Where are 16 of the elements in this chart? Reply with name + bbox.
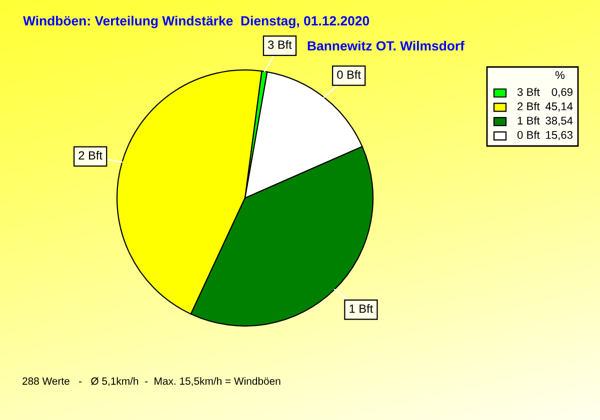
data-label: 15,63 [546, 131, 573, 140]
chart-title: Windböen: Verteilung Windstärke Dienstag, 01.12.2020 [23, 16, 370, 28]
legend-label: 1 Bft [518, 116, 540, 125]
legend-title: % [555, 71, 565, 79]
legend-label: 0 Bft [517, 130, 540, 139]
slice-label: 3 Bft [268, 40, 292, 49]
text: 288 Werte - Ø 5,1km/h - Max. 15,5km/h = Windböen [22, 377, 280, 386]
data-label: 38,54 [546, 116, 573, 126]
legend-label: 3 Bft [517, 88, 540, 96]
slice-label: 2 Bft [78, 150, 102, 160]
legend-label: 2 Bft [518, 102, 540, 110]
data-label: 45,14 [545, 102, 573, 112]
chart-subtitle: Bannewitz OT. Wilmsdorf [308, 40, 465, 51]
data-label: 0,69 [552, 88, 572, 98]
slice-label: 1 Bft [350, 304, 374, 313]
slice-label: 0 Bft [337, 70, 361, 79]
